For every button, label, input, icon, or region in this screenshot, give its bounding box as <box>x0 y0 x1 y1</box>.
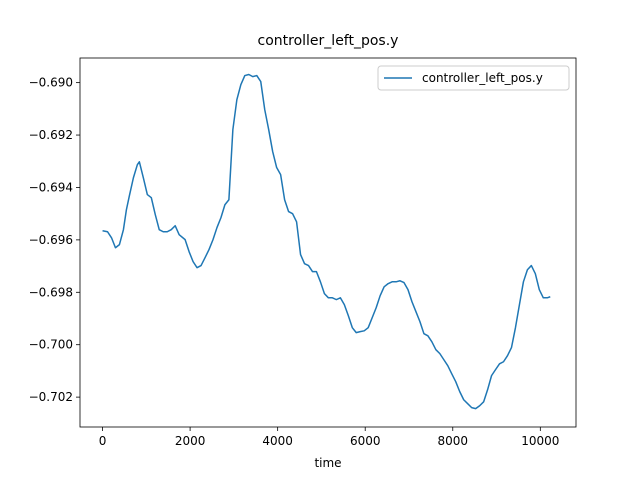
y-tick-label: −0.696 <box>29 233 73 247</box>
x-tick-label: 0 <box>99 434 107 448</box>
x-tick-label: 6000 <box>350 434 381 448</box>
chart-title: controller_left_pos.y <box>258 33 399 49</box>
y-tick-label: −0.690 <box>29 76 73 90</box>
x-tick-label: 10000 <box>521 434 559 448</box>
axes-frame <box>79 57 577 428</box>
legend-box <box>377 65 570 91</box>
x-axis-label: time <box>314 456 341 470</box>
y-tick-label: −0.702 <box>29 390 73 404</box>
y-tick-label: −0.694 <box>29 180 73 194</box>
x-tick-label: 2000 <box>175 434 206 448</box>
y-tick-label: −0.698 <box>29 285 73 299</box>
x-tick-label: 8000 <box>437 434 468 448</box>
y-tick-label: −0.700 <box>29 338 73 352</box>
x-tick-label: 4000 <box>262 434 293 448</box>
line <box>102 73 551 410</box>
legend-label: controller_left_pos.y <box>422 71 543 85</box>
y-tick-label: −0.692 <box>29 128 73 142</box>
